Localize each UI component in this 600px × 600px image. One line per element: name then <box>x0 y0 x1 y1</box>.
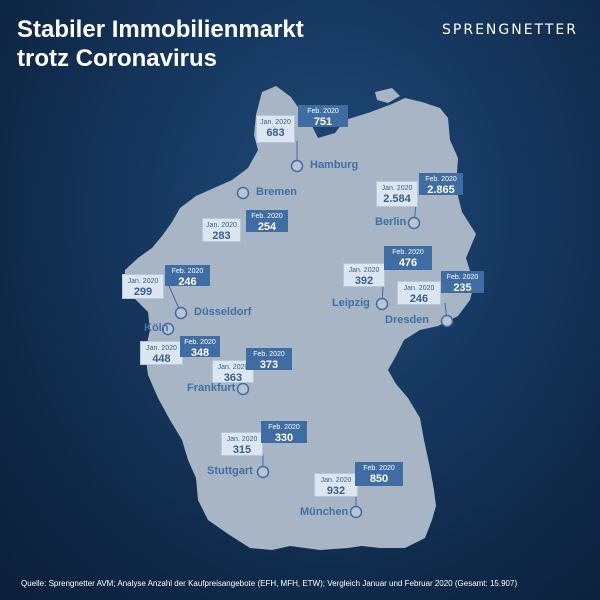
city-marker <box>236 382 250 396</box>
city-label: Köln <box>144 322 169 334</box>
month-label: Jan. 2020 <box>381 185 413 192</box>
month-label: Feb. 2020 <box>268 424 300 431</box>
month-label: Feb. 2020 <box>253 351 285 358</box>
city-label: Stuttgart <box>207 465 253 477</box>
listing-count: 751 <box>313 116 333 128</box>
listing-count: 683 <box>266 127 285 139</box>
feb-2020-box: Feb. 2020 348 <box>180 336 220 359</box>
listing-count: 392 <box>354 275 374 287</box>
city-marker <box>236 186 250 200</box>
jan-2020-box: Jan. 2020 683 <box>256 115 295 143</box>
city-label: Leipzig <box>332 297 370 309</box>
city-marker <box>290 159 304 173</box>
city-label: Düsseldorf <box>194 306 252 318</box>
city-label: Berlin <box>375 216 407 228</box>
city-marker <box>161 322 175 336</box>
month-label: Feb. 2020 <box>363 465 395 472</box>
listing-count: 2.865 <box>427 184 455 196</box>
month-label: Jan. 2020 <box>226 436 258 443</box>
title-line-2: trotz Coronavirus <box>17 45 218 72</box>
month-label: Feb. 2020 <box>184 339 216 346</box>
city-label: Frankfurt <box>187 382 236 394</box>
listing-count: 363 <box>223 372 243 384</box>
month-label: Feb. 2020 <box>392 249 424 256</box>
jan-2020-box: Jan. 2020 246 <box>397 281 441 305</box>
listing-count: 283 <box>212 230 231 242</box>
month-label: Feb. 2020 <box>307 108 339 115</box>
jan-2020-box: Jan. 2020 392 <box>343 263 385 287</box>
source-note: Quelle: Sprengnetter AVM; Analyse Anzahl… <box>21 579 518 588</box>
jan-2020-box: Jan. 2020 932 <box>314 473 358 497</box>
listing-count: 850 <box>369 473 389 485</box>
jan-2020-box: Jan. 2020 363 <box>212 360 254 384</box>
feb-2020-box: Feb. 2020 235 <box>441 271 484 294</box>
jan-2020-box: Jan. 2020 283 <box>202 218 241 242</box>
month-label: Jan. 2020 <box>320 477 352 484</box>
jan-2020-box: Jan. 2020 2.584 <box>376 181 418 207</box>
page-title: Stabiler Immobilienmarkt trotz Coronavir… <box>17 15 304 73</box>
feb-2020-box: Feb. 2020 751 <box>298 105 348 128</box>
listing-count: 299 <box>133 286 153 298</box>
listing-count: 254 <box>257 221 277 233</box>
month-label: Jan. 2020 <box>217 364 249 371</box>
listing-count: 932 <box>326 485 346 497</box>
city-label: Hamburg <box>310 159 359 171</box>
listing-count: 235 <box>453 282 472 294</box>
city-markers <box>161 159 454 519</box>
title-line-1: Stabiler Immobilienmarkt <box>17 16 304 43</box>
feb-2020-box: Feb. 2020 246 <box>165 265 210 288</box>
feb-2020-box: Feb. 2020 254 <box>246 210 288 233</box>
feb-2020-box: Feb. 2020 476 <box>384 246 432 270</box>
month-label: Jan. 2020 <box>403 285 435 292</box>
listing-count: 2.584 <box>383 193 411 205</box>
city-label: München <box>300 506 349 518</box>
feb-2020-box: Feb. 2020 330 <box>261 421 307 444</box>
feb-2020-box: Feb. 2020 850 <box>355 462 403 486</box>
jan-2020-box: Jan. 2020 448 <box>140 341 183 365</box>
city-marker <box>407 216 421 230</box>
listing-count: 246 <box>178 276 197 288</box>
jan-2020-box: Jan. 2020 299 <box>122 274 164 299</box>
listing-count: 246 <box>409 293 429 305</box>
month-label: Feb. 2020 <box>171 268 204 275</box>
city-marker <box>174 306 188 320</box>
feb-2020-box: Feb. 2020 2.865 <box>419 173 463 196</box>
city-label: Bremen <box>256 186 297 198</box>
month-label: Jan. 2020 <box>146 345 177 352</box>
month-label: Jan. 2020 <box>206 222 237 229</box>
brand-logo: SPRENGNETTER <box>442 22 578 38</box>
city-marker <box>349 505 363 519</box>
jan-2020-box: Jan. 2020 315 <box>221 432 263 456</box>
listing-count: 330 <box>274 432 294 444</box>
listing-count: 373 <box>259 359 279 371</box>
month-label: Feb. 2020 <box>425 176 457 183</box>
city-marker <box>256 465 270 479</box>
listing-count: 315 <box>232 444 252 456</box>
city-marker <box>375 297 389 311</box>
month-label: Feb. 2020 <box>251 213 283 220</box>
listing-count: 448 <box>152 353 171 365</box>
month-label: Jan. 2020 <box>348 267 380 274</box>
month-label: Jan. 2020 <box>127 278 159 285</box>
month-label: Feb. 2020 <box>446 274 479 281</box>
island <box>375 88 400 103</box>
city-marker <box>440 314 454 328</box>
city-label: Dresden <box>385 314 430 326</box>
listing-count: 348 <box>190 347 210 359</box>
feb-2020-box: Feb. 2020 373 <box>246 348 292 371</box>
month-label: Jan. 2020 <box>260 119 291 126</box>
listing-count: 476 <box>398 257 418 269</box>
